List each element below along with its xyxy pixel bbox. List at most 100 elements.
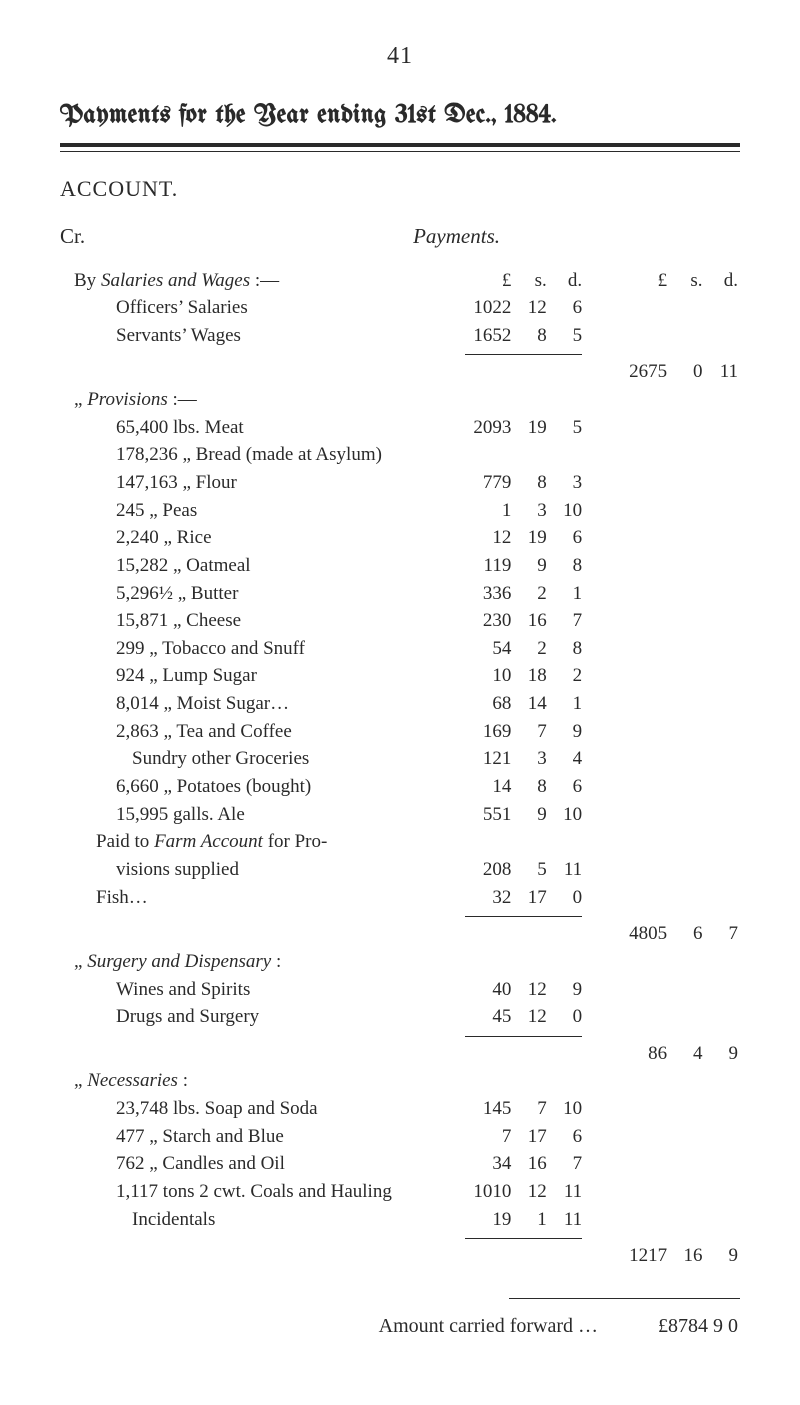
account-label: ACCOUNT. bbox=[60, 174, 740, 204]
amt-pounds: 145 bbox=[450, 1095, 514, 1123]
ledger-row-label: 245 „ Peas bbox=[60, 497, 450, 525]
amt-pounds: 14 bbox=[450, 773, 514, 801]
amt-shillings: 19 bbox=[513, 524, 548, 552]
ledger-row-label: 15,995 galls. Ale bbox=[60, 801, 450, 829]
amt-pounds: 779 bbox=[450, 469, 514, 497]
carried-forward: Amount carried forward … £8784 9 0 bbox=[60, 1313, 740, 1340]
amt-pence: 6 bbox=[549, 773, 584, 801]
amt-shillings: 8 bbox=[513, 322, 548, 350]
ledger-row-label: Drugs and Surgery bbox=[60, 1003, 450, 1031]
amt-pounds: 169 bbox=[450, 718, 514, 746]
amt-shillings bbox=[513, 441, 548, 469]
ledger-row-label: 6,660 „ Potatoes (bought) bbox=[60, 773, 450, 801]
amt-pounds: 7 bbox=[450, 1123, 514, 1151]
amt-pence: 6 bbox=[549, 1123, 584, 1151]
payments-label: Payments. bbox=[413, 222, 500, 250]
amt-shillings: 5 bbox=[513, 856, 548, 884]
amt-pence: 4 bbox=[549, 745, 584, 773]
amt-shillings: 12 bbox=[513, 976, 548, 1004]
amt-pence: 8 bbox=[549, 635, 584, 663]
amt-pounds: 119 bbox=[450, 552, 514, 580]
amt-shillings: 12 bbox=[513, 1003, 548, 1031]
ledger-row-label: Servants’ Wages bbox=[60, 322, 450, 350]
amt-pounds: 68 bbox=[450, 690, 514, 718]
amt-pounds: 1010 bbox=[450, 1178, 514, 1206]
total-pounds: 1217 bbox=[598, 1242, 669, 1270]
total-shillings: 6 bbox=[669, 920, 704, 948]
amt-pence: 0 bbox=[549, 1003, 584, 1031]
hdr-d: d. bbox=[549, 267, 584, 295]
amt-pence: 9 bbox=[549, 976, 584, 1004]
hdr-d2: d. bbox=[705, 267, 740, 295]
amt-pence: 1 bbox=[549, 690, 584, 718]
amt-pounds: 2093 bbox=[450, 414, 514, 442]
amt-pence: 8 bbox=[549, 552, 584, 580]
amt-shillings: 18 bbox=[513, 662, 548, 690]
amt-pence: 0 bbox=[549, 884, 584, 912]
amt-shillings: 12 bbox=[513, 294, 548, 322]
ledger-row-label: 2,863 „ Tea and Coffee bbox=[60, 718, 450, 746]
ledger-row-label: 924 „ Lump Sugar bbox=[60, 662, 450, 690]
group-heading: By Salaries and Wages :— bbox=[60, 267, 450, 295]
amt-shillings: 9 bbox=[513, 801, 548, 829]
amt-pence: 10 bbox=[549, 1095, 584, 1123]
amt-shillings: 3 bbox=[513, 745, 548, 773]
amt-pounds bbox=[450, 441, 514, 469]
amt-pounds: 40 bbox=[450, 976, 514, 1004]
amt-shillings: 7 bbox=[513, 1095, 548, 1123]
ledger-row-label: 477 „ Starch and Blue bbox=[60, 1123, 450, 1151]
amt-pence: 6 bbox=[549, 524, 584, 552]
total-pence: 11 bbox=[705, 358, 740, 386]
ledger-row-label: 1,117 tons 2 cwt. Coals and Hauling bbox=[60, 1178, 450, 1206]
ledger-row-label: 2,240 „ Rice bbox=[60, 524, 450, 552]
ledger-row-label: 15,282 „ Oatmeal bbox=[60, 552, 450, 580]
amt-pounds: 336 bbox=[450, 580, 514, 608]
carried-forward-label: Amount carried forward … bbox=[379, 1315, 598, 1337]
amt-shillings: 14 bbox=[513, 690, 548, 718]
ledger-row-label: 299 „ Tobacco and Snuff bbox=[60, 635, 450, 663]
total-shillings: 0 bbox=[669, 358, 704, 386]
ledger-row-label: 147,163 „ Flour bbox=[60, 469, 450, 497]
amt-pounds: 1 bbox=[450, 497, 514, 525]
amt-pence: 5 bbox=[549, 414, 584, 442]
paid-farm-line2: visions supplied bbox=[60, 856, 450, 884]
amt-shillings: 2 bbox=[513, 635, 548, 663]
amt-pounds: 45 bbox=[450, 1003, 514, 1031]
amt-shillings: 17 bbox=[513, 884, 548, 912]
ledger-row-label: 178,236 „ Bread (made at Asylum) bbox=[60, 441, 450, 469]
ledger-row-label: Incidentals bbox=[60, 1206, 450, 1234]
group-heading: „ Provisions :— bbox=[60, 386, 450, 414]
hdr-s2: s. bbox=[669, 267, 704, 295]
amt-shillings: 9 bbox=[513, 552, 548, 580]
amt-pence: 7 bbox=[549, 1150, 584, 1178]
ledger-row-label: 15,871 „ Cheese bbox=[60, 607, 450, 635]
total-pounds: 4805 bbox=[598, 920, 669, 948]
cr-payments-row: Cr. Payments. bbox=[60, 222, 500, 250]
ledger-row-label: 65,400 lbs. Meat bbox=[60, 414, 450, 442]
total-pounds: 86 bbox=[598, 1040, 669, 1068]
amt-pence: 6 bbox=[549, 294, 584, 322]
ledger-row-label: Officers’ Salaries bbox=[60, 294, 450, 322]
amt-pence: 9 bbox=[549, 718, 584, 746]
ledger-row-label: 5,296½ „ Butter bbox=[60, 580, 450, 608]
page-title: Payments for the Year ending 31st Dec., … bbox=[60, 98, 740, 133]
amt-pounds: 10 bbox=[450, 662, 514, 690]
amt-pence: 11 bbox=[549, 1178, 584, 1206]
amt-shillings: 12 bbox=[513, 1178, 548, 1206]
amt-shillings: 17 bbox=[513, 1123, 548, 1151]
paid-farm-line1: Paid to Farm Account for Pro- bbox=[60, 828, 450, 856]
amt-shillings: 7 bbox=[513, 718, 548, 746]
total-pence: 9 bbox=[705, 1040, 740, 1068]
group-heading: „ Necessaries : bbox=[60, 1067, 450, 1095]
amt-pence bbox=[549, 441, 584, 469]
amt-shillings: 16 bbox=[513, 607, 548, 635]
amt-pounds: 551 bbox=[450, 801, 514, 829]
amt-pence: 7 bbox=[549, 607, 584, 635]
amt-shillings: 16 bbox=[513, 1150, 548, 1178]
amt-pounds: 208 bbox=[450, 856, 514, 884]
amt-pounds: 12 bbox=[450, 524, 514, 552]
amt-shillings: 1 bbox=[513, 1206, 548, 1234]
ledger-table: By Salaries and Wages :—£s.d.£s.d.Office… bbox=[60, 267, 740, 1270]
amt-pounds: 121 bbox=[450, 745, 514, 773]
amt-pounds: 230 bbox=[450, 607, 514, 635]
